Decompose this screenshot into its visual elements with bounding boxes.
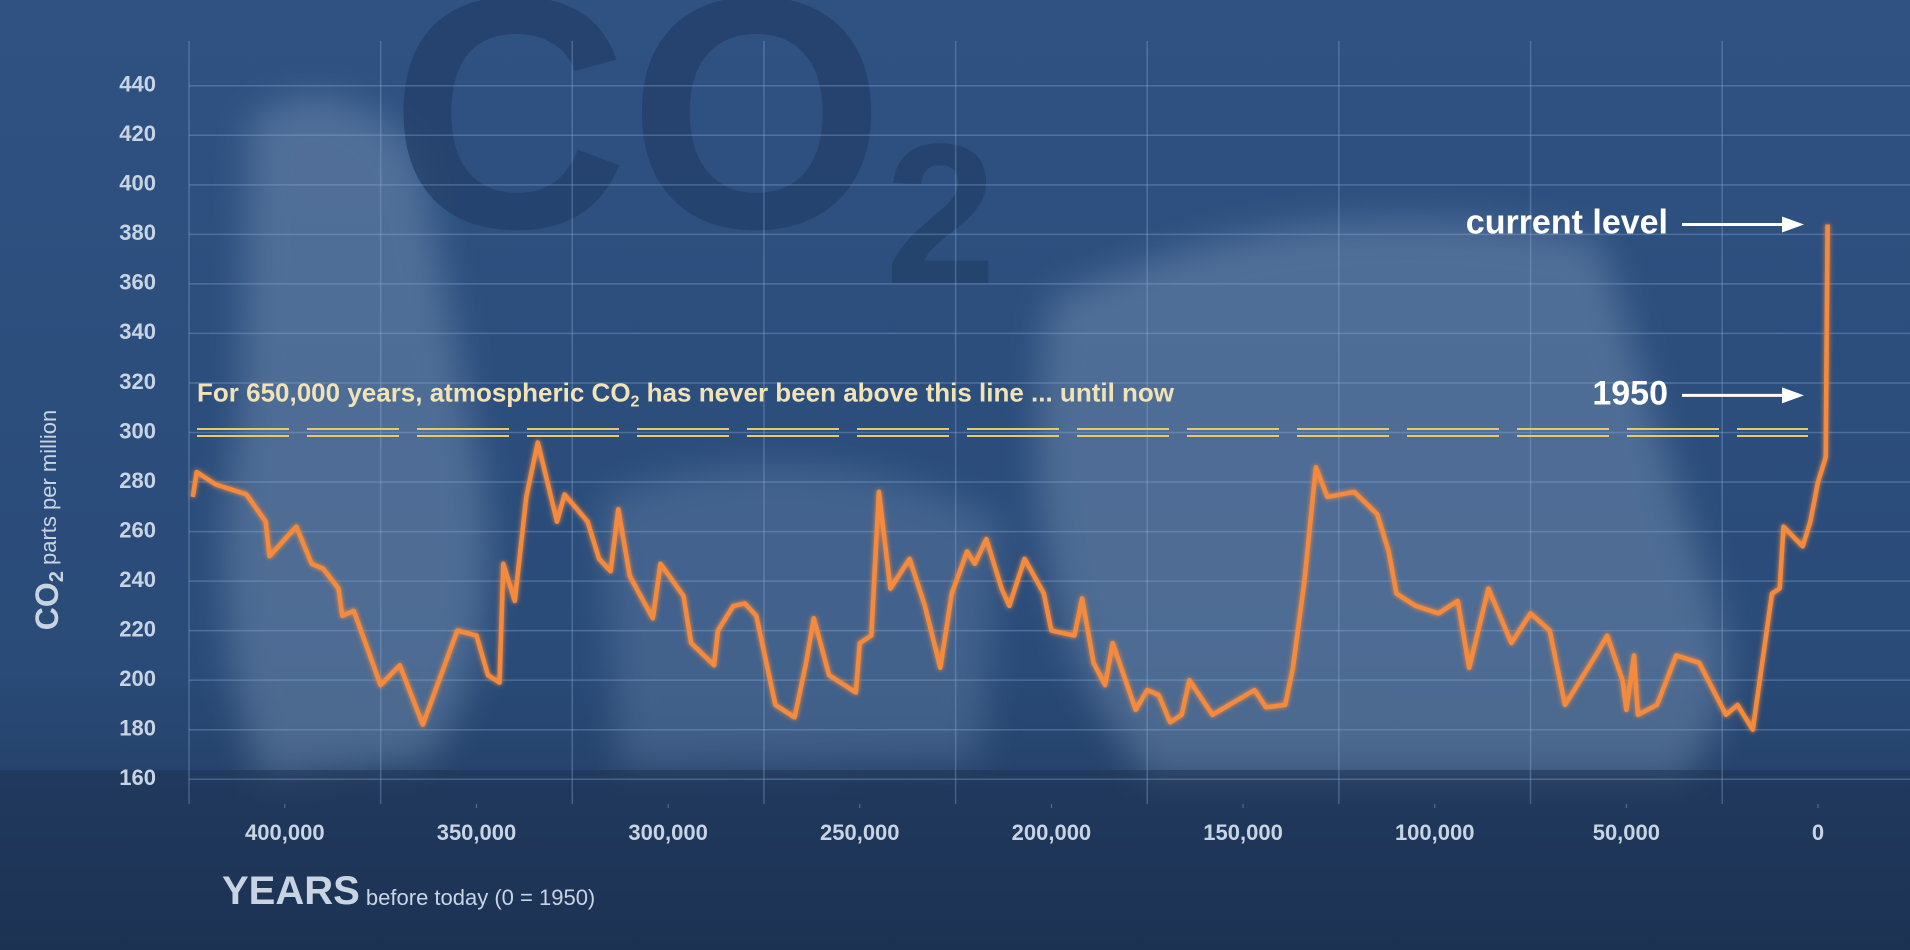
y-label-main: CO bbox=[29, 582, 65, 630]
threshold-label-part: For 650,000 years, atmospheric CO bbox=[197, 377, 631, 407]
sea bbox=[0, 770, 1910, 950]
y-tick-label: 180 bbox=[119, 716, 156, 741]
threshold-label: For 650,000 years, atmospheric CO2 has n… bbox=[197, 377, 1175, 410]
threshold-label-part: 2 bbox=[631, 394, 640, 411]
y-tick-label: 240 bbox=[119, 567, 156, 592]
y-tick-label: 280 bbox=[119, 468, 156, 493]
y-tick-label: 200 bbox=[119, 666, 156, 691]
x-tick-label: 50,000 bbox=[1593, 820, 1660, 845]
y-tick-label: 260 bbox=[119, 517, 156, 542]
x-label-main: YEARS bbox=[222, 869, 360, 913]
x-tick-label: 0 bbox=[1812, 820, 1824, 845]
y-tick-label: 340 bbox=[119, 319, 156, 344]
y-label-rest: parts per million bbox=[36, 410, 61, 571]
annotation-arrowhead bbox=[1782, 216, 1805, 233]
y-tick-label: 320 bbox=[119, 369, 156, 394]
watermark-main: CO bbox=[390, 0, 885, 297]
annotation-label: 1950 bbox=[1592, 374, 1668, 412]
y-tick-label: 220 bbox=[119, 616, 156, 641]
watermark: CO2 bbox=[390, 0, 996, 326]
data-line bbox=[190, 224, 1830, 732]
y-tick-label: 380 bbox=[119, 220, 156, 245]
x-label-rest: before today (0 = 1950) bbox=[360, 885, 595, 910]
annotation-arrowhead bbox=[1782, 387, 1805, 404]
x-tick-label: 200,000 bbox=[1012, 820, 1092, 845]
y-axis-label: CO2 parts per million bbox=[29, 410, 68, 631]
annotation-label: current level bbox=[1466, 203, 1668, 241]
x-tick-label: 350,000 bbox=[437, 820, 517, 845]
y-tick-label: 420 bbox=[119, 121, 156, 146]
y-tick-label: 160 bbox=[119, 765, 156, 790]
x-axis-label: YEARS before today (0 = 1950) bbox=[222, 869, 595, 913]
watermark-sub: 2 bbox=[885, 103, 996, 326]
y-label-sub: 2 bbox=[46, 571, 68, 582]
threshold-label-part: has never been above this line ... until… bbox=[639, 377, 1174, 407]
y-tick-label: 360 bbox=[119, 270, 156, 295]
y-tick-label: 400 bbox=[119, 171, 156, 196]
x-tick-label: 400,000 bbox=[245, 820, 325, 845]
y-tick-label: 300 bbox=[119, 418, 156, 443]
x-tick-label: 150,000 bbox=[1203, 820, 1283, 845]
x-tick-label: 100,000 bbox=[1395, 820, 1475, 845]
y-tick-label: 440 bbox=[119, 72, 156, 97]
x-tick-label: 300,000 bbox=[628, 820, 708, 845]
x-tick-label: 250,000 bbox=[820, 820, 900, 845]
